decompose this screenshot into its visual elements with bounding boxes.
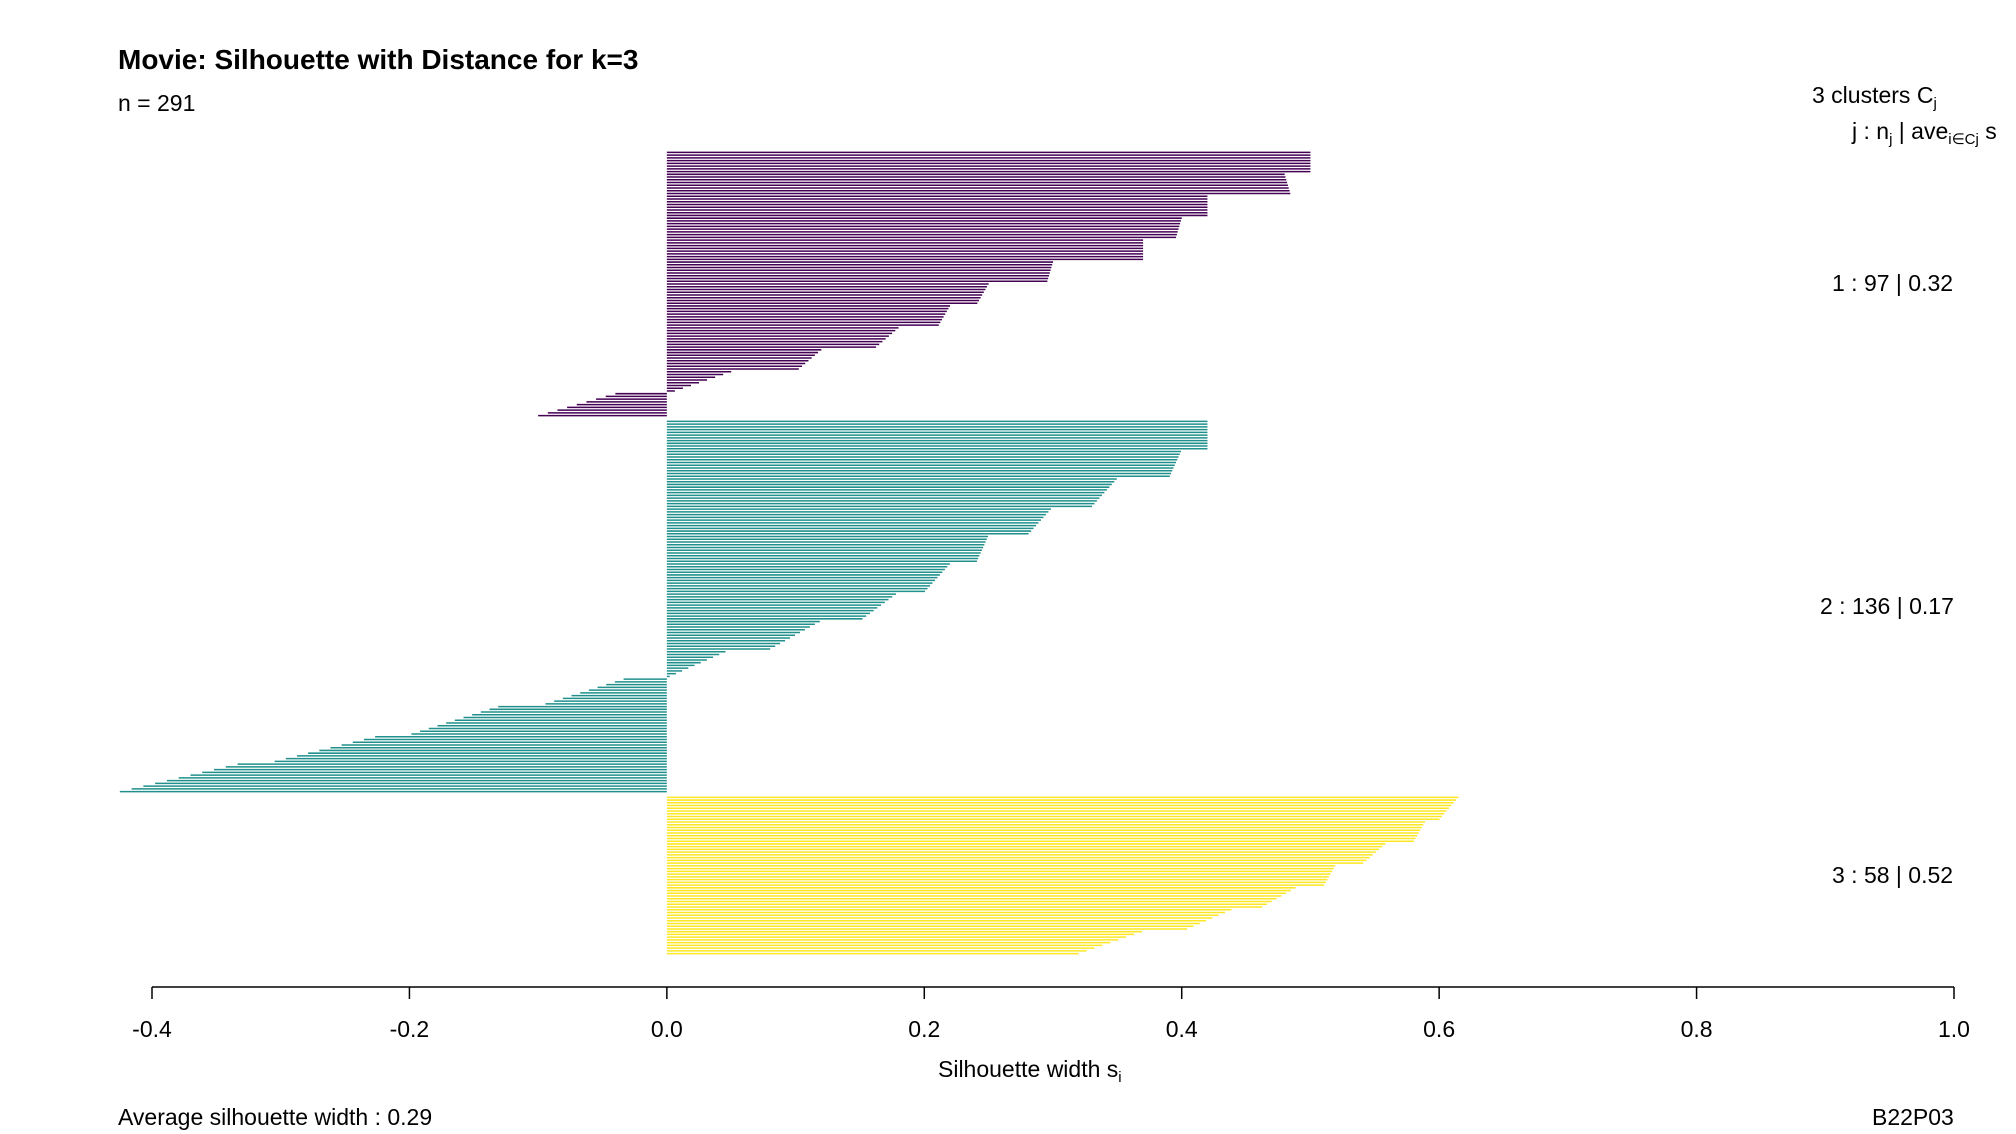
x-tick-label: 0.0 [651,1016,683,1042]
x-tick-label: -0.2 [390,1016,430,1042]
cluster-1-summary: 1 : 97 | 0.32 [1832,270,1954,296]
legend-subheading: j : nj | avei∈Cj s [1852,118,1997,148]
chart-title: Movie: Silhouette with Distance for k=3 [118,44,639,75]
x-tick-label: 0.2 [908,1016,940,1042]
footer-code: B22P03 [1872,1104,1954,1130]
average-silhouette-width: Average silhouette width : 0.29 [118,1104,433,1130]
sample-size-label: n = 291 [118,90,196,116]
x-axis-label: Silhouette width si [938,1056,1122,1086]
x-tick-label: 1.0 [1938,1016,1970,1042]
legend-heading: 3 clusters Cj [1812,82,1937,112]
cluster-3-summary: 3 : 58 | 0.52 [1832,862,1954,888]
x-tick-label: -0.4 [132,1016,172,1042]
x-tick-label: 0.6 [1423,1016,1455,1042]
x-tick-label: 0.4 [1166,1016,1198,1042]
x-tick-label: 0.8 [1681,1016,1713,1042]
cluster-2-summary: 2 : 136 | 0.17 [1820,593,1954,619]
